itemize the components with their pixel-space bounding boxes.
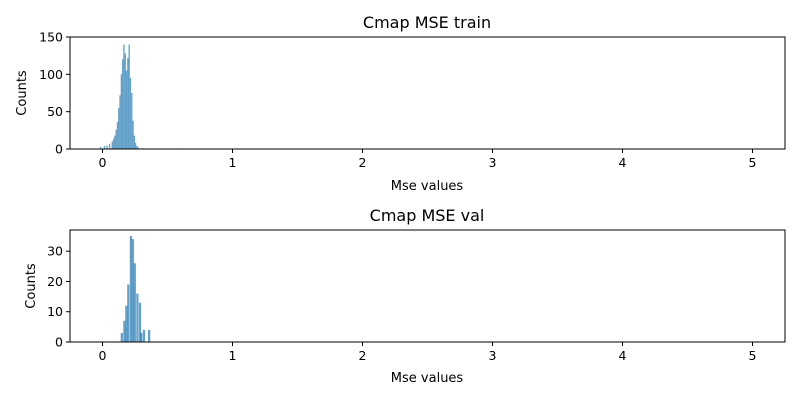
train-histogram-bar xyxy=(109,143,111,149)
train-histogram-bar xyxy=(119,95,121,149)
train-y-tick-label: 50 xyxy=(47,104,63,119)
val-chart: Cmap MSE val 0 1 2 3 4 5 0 10 20 30 Mse values Co… xyxy=(24,206,786,386)
train-histogram-bar xyxy=(128,44,130,149)
train-histogram-bar xyxy=(133,135,135,149)
train-histogram-bar xyxy=(135,143,137,149)
train-axes-frame xyxy=(69,36,786,150)
val-x-tick-label: 1 xyxy=(229,348,237,363)
train-histogram-bar xyxy=(136,146,138,149)
train-chart-title: Cmap MSE train xyxy=(363,13,491,32)
val-ticks: 0 1 2 3 4 5 0 10 20 30 xyxy=(47,244,756,363)
train-histogram-bar xyxy=(106,145,108,149)
train-x-tick-label: 4 xyxy=(619,155,627,170)
train-y-tick-label: 0 xyxy=(55,142,63,157)
val-histogram-bar xyxy=(120,332,123,342)
train-y-axis-label: Counts xyxy=(15,70,30,116)
val-y-tick-label: 30 xyxy=(47,244,63,259)
train-histogram-bar xyxy=(127,57,129,149)
train-histogram-bar xyxy=(99,146,102,149)
train-x-tick-label: 5 xyxy=(749,155,757,170)
train-histogram-bar xyxy=(103,146,106,149)
train-histogram-bar xyxy=(118,107,120,149)
train-histogram-bar xyxy=(114,135,116,149)
train-histogram-bar xyxy=(129,78,132,149)
train-histogram-bar xyxy=(115,129,117,149)
val-x-tick-label: 3 xyxy=(489,348,497,363)
val-histogram-bar xyxy=(133,263,136,342)
val-histogram-bar xyxy=(125,305,128,342)
val-histogram-bar xyxy=(123,320,126,342)
train-x-tick-label: 2 xyxy=(359,155,367,170)
val-histogram-bar xyxy=(140,332,143,342)
train-histogram-bar xyxy=(116,122,119,149)
val-y-tick-label: 0 xyxy=(55,335,63,350)
train-bars xyxy=(99,44,182,149)
train-x-axis-label: Mse values xyxy=(391,179,464,194)
train-histogram-bar xyxy=(123,44,125,149)
val-x-tick-label: 2 xyxy=(359,348,367,363)
val-x-tick-label: 0 xyxy=(99,348,107,363)
train-x-tick-label: 0 xyxy=(99,155,107,170)
val-histogram-bar xyxy=(131,239,134,342)
train-histogram-bar xyxy=(131,93,133,149)
train-histogram-bar xyxy=(124,53,126,149)
val-histogram-bar xyxy=(136,293,139,342)
train-histogram-bar xyxy=(125,70,128,149)
val-y-tick-label: 10 xyxy=(47,304,63,319)
val-chart-title: Cmap MSE val xyxy=(370,206,485,225)
train-histogram-bar xyxy=(122,59,124,149)
val-histogram-bar xyxy=(129,236,133,342)
train-histogram-bar xyxy=(132,120,134,149)
val-bars xyxy=(120,236,151,342)
val-x-tick-label: 4 xyxy=(619,348,627,363)
train-x-tick-label: 1 xyxy=(229,155,237,170)
val-histogram-bar xyxy=(148,329,151,342)
val-histogram-bar xyxy=(127,284,130,342)
train-y-tick-label: 100 xyxy=(39,67,63,82)
val-histogram-bar xyxy=(142,329,146,342)
train-y-tick-label: 150 xyxy=(39,30,63,45)
train-x-tick-label: 3 xyxy=(489,155,497,170)
train-histogram-bar xyxy=(111,141,113,149)
val-x-axis-label: Mse values xyxy=(391,371,464,386)
train-histogram-bar xyxy=(137,147,139,149)
train-histogram-bar xyxy=(112,138,115,149)
val-histogram-bar xyxy=(138,302,142,342)
val-axes-frame xyxy=(69,229,786,343)
train-histogram-bar xyxy=(120,74,122,149)
val-x-tick-label: 5 xyxy=(749,348,757,363)
val-y-tick-label: 20 xyxy=(47,274,63,289)
val-y-axis-label: Counts xyxy=(24,263,39,309)
